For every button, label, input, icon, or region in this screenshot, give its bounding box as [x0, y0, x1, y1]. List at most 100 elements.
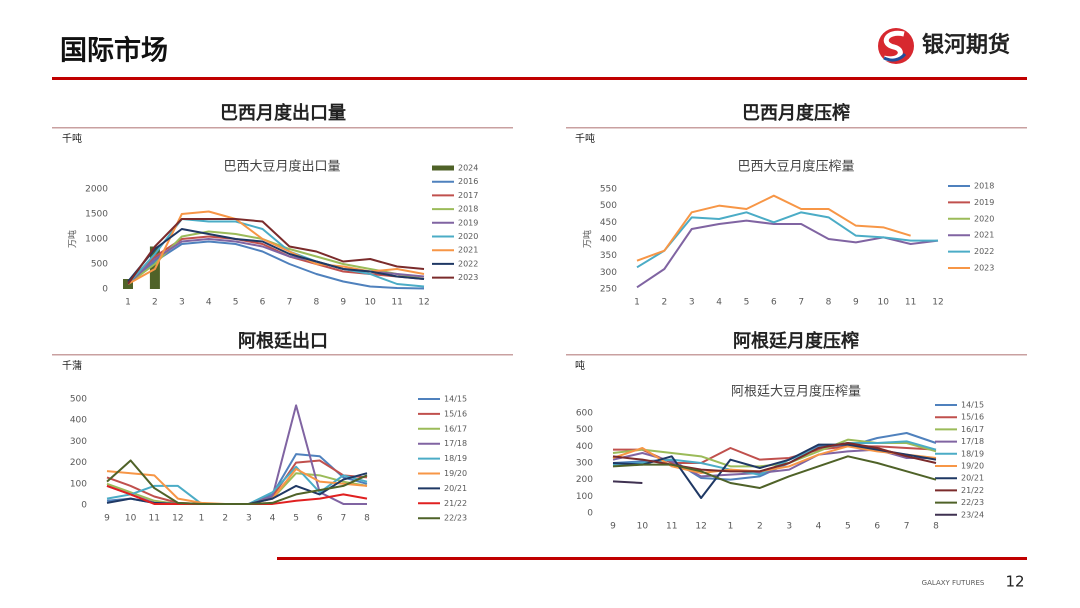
- legend-label: 2019: [458, 218, 478, 227]
- x-tick-label: 6: [874, 522, 880, 532]
- unit: 吨: [575, 359, 585, 372]
- section-rule: [566, 354, 1027, 356]
- y-tick-label: 0: [102, 285, 108, 295]
- x-tick-label: 5: [845, 522, 851, 532]
- x-tick-label: 10: [878, 298, 890, 308]
- x-tick-label: 11: [149, 514, 160, 524]
- x-tick-label: 8: [364, 514, 370, 524]
- x-tick-label: 4: [206, 298, 212, 308]
- x-tick-label: 9: [610, 522, 616, 532]
- x-tick-label: 9: [853, 298, 859, 308]
- x-tick-label: 6: [317, 514, 323, 524]
- x-tick-label: 7: [340, 514, 346, 524]
- y-tick-label: 350: [600, 251, 617, 261]
- series-line: [127, 218, 425, 285]
- legend-label: 21/22: [961, 486, 984, 495]
- legend-label: 2018: [458, 205, 478, 214]
- x-tick-label: 1: [125, 298, 131, 308]
- legend-label: 2021: [458, 246, 478, 255]
- x-tick-label: 3: [179, 298, 185, 308]
- x-tick-label: 12: [695, 522, 706, 532]
- unit: 千蒲: [62, 359, 82, 372]
- series-line: [612, 455, 937, 489]
- legend-label: 2019: [974, 198, 994, 207]
- x-tick-label: 7: [287, 298, 293, 308]
- y-tick-label: 100: [70, 479, 87, 489]
- legend-label: 23/24: [961, 510, 984, 519]
- x-tick-label: 2: [222, 514, 228, 524]
- section-heading: 巴西月度出口量: [220, 102, 346, 124]
- footer-brand: GALAXY FUTURES: [922, 579, 985, 587]
- x-tick-label: 4: [270, 514, 276, 524]
- legend-label: 2023: [458, 273, 478, 282]
- x-tick-label: 10: [364, 298, 376, 308]
- brand: 银河期货: [922, 32, 1010, 58]
- series-line: [106, 459, 368, 505]
- legend-label: 2017: [458, 191, 478, 200]
- y-tick-label: 550: [600, 185, 617, 195]
- x-tick-label: 3: [786, 522, 792, 532]
- legend-label: 22/23: [444, 514, 467, 523]
- section-rule: [52, 354, 513, 356]
- legend-label: 15/16: [961, 413, 984, 422]
- x-tick-label: 7: [798, 298, 804, 308]
- y-tick-label: 1000: [85, 235, 108, 245]
- x-tick-label: 2: [152, 298, 158, 308]
- y-tick-label: 0: [81, 501, 87, 511]
- legend-label: 2022: [974, 247, 994, 256]
- y-tick-label: 1500: [85, 210, 108, 220]
- unit: 千吨: [575, 132, 595, 145]
- series-line: [612, 443, 937, 499]
- series-line: [612, 480, 643, 484]
- legend-label: 2018: [974, 182, 994, 191]
- logo: [878, 28, 914, 64]
- x-tick-label: 10: [125, 514, 137, 524]
- y-tick-label: 450: [600, 218, 617, 228]
- section-rule: [52, 127, 513, 129]
- y-tick-label: 400: [576, 442, 593, 452]
- series-line: [612, 432, 937, 481]
- legend-label: 17/18: [961, 437, 984, 446]
- x-tick-label: 5: [744, 298, 750, 308]
- x-tick-label: 8: [933, 522, 939, 532]
- y-tick-label: 400: [600, 235, 617, 245]
- legend-label: 2020: [974, 214, 994, 223]
- x-tick-label: 12: [932, 298, 943, 308]
- legend-label: 20/21: [961, 474, 984, 483]
- y-tick-label: 300: [600, 268, 617, 278]
- legend-label: 19/20: [961, 462, 984, 471]
- series-line: [127, 230, 425, 285]
- legend-label: 14/15: [444, 395, 467, 404]
- x-tick-label: 8: [826, 298, 832, 308]
- series-line: [636, 211, 938, 269]
- y-tick-label: 600: [576, 409, 593, 419]
- x-tick-label: 11: [391, 298, 402, 308]
- legend-label: 19/20: [444, 469, 467, 478]
- y-tick-label: 500: [576, 425, 593, 435]
- legend-label: 2016: [458, 177, 478, 186]
- page-number: 12: [1005, 573, 1024, 591]
- y-tick-label: 0: [587, 509, 593, 519]
- page-title: 国际市场: [60, 35, 168, 67]
- x-tick-label: 9: [340, 298, 346, 308]
- x-tick-label: 9: [104, 514, 110, 524]
- series-line: [636, 194, 911, 262]
- x-tick-label: 3: [689, 298, 695, 308]
- y-tick-label: 200: [576, 475, 593, 485]
- legend-label: 16/17: [444, 424, 467, 433]
- legend-label: 21/22: [444, 499, 467, 508]
- legend-label: 16/17: [961, 425, 984, 434]
- section-heading: 巴西月度压榨: [742, 102, 850, 124]
- section-rule: [566, 127, 1027, 129]
- x-tick-label: 4: [816, 522, 822, 532]
- x-tick-label: 11: [905, 298, 916, 308]
- header-rule: [52, 77, 1027, 80]
- y-axis-label: 万吨: [67, 230, 79, 248]
- legend-label: 2021: [974, 231, 994, 240]
- y-tick-label: 200: [70, 458, 87, 468]
- chart-title: 巴西大豆月度压榨量: [737, 159, 854, 175]
- x-tick-label: 6: [771, 298, 777, 308]
- footer-rule: [277, 557, 1027, 560]
- y-tick-label: 300: [576, 459, 593, 469]
